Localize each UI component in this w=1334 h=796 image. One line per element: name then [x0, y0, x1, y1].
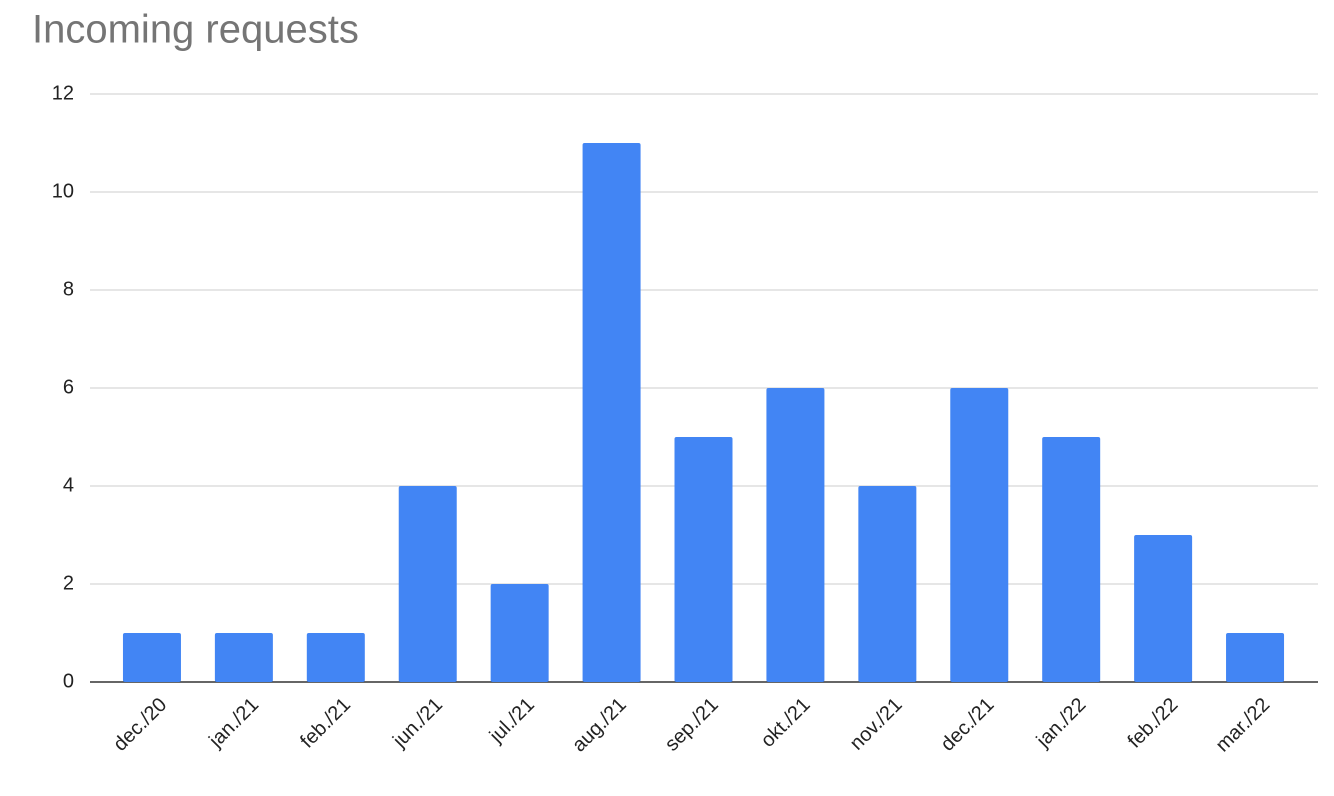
bar	[1042, 437, 1101, 682]
bar	[766, 388, 825, 682]
bar	[306, 633, 365, 682]
y-tick-label: 0	[63, 670, 74, 692]
x-tick-label: feb./21	[296, 694, 355, 753]
y-tick-label: 4	[63, 474, 74, 496]
x-tick-label: jan./22	[1032, 694, 1091, 753]
bar	[214, 633, 273, 682]
x-tick-label: dec./20	[109, 694, 171, 756]
x-tick-label: okt./21	[757, 694, 815, 752]
bar	[1226, 633, 1285, 682]
x-tick-label: dec./21	[937, 694, 999, 756]
y-tick-label: 8	[63, 278, 74, 300]
y-tick-label: 6	[63, 376, 74, 398]
x-tick-label: jan./21	[204, 694, 263, 753]
bar	[1134, 535, 1193, 682]
bar	[582, 143, 641, 682]
bar	[950, 388, 1009, 682]
y-tick-label: 10	[52, 180, 74, 202]
bar	[490, 584, 549, 682]
y-tick-label: 12	[52, 82, 74, 104]
x-tick-label: nov./21	[846, 694, 907, 755]
x-tick-label: aug./21	[568, 694, 631, 757]
bar	[398, 486, 457, 682]
chart-title: Incoming requests	[32, 8, 359, 52]
x-tick-label: sep./21	[661, 694, 723, 756]
x-tick-label: jul./21	[485, 694, 539, 748]
bar	[122, 633, 181, 682]
y-tick-label: 2	[63, 572, 74, 594]
bar	[858, 486, 917, 682]
x-tick-label: feb./22	[1124, 694, 1183, 753]
x-tick-label: mar./22	[1212, 694, 1275, 757]
bar	[674, 437, 733, 682]
x-tick-label: jun./21	[388, 694, 447, 753]
